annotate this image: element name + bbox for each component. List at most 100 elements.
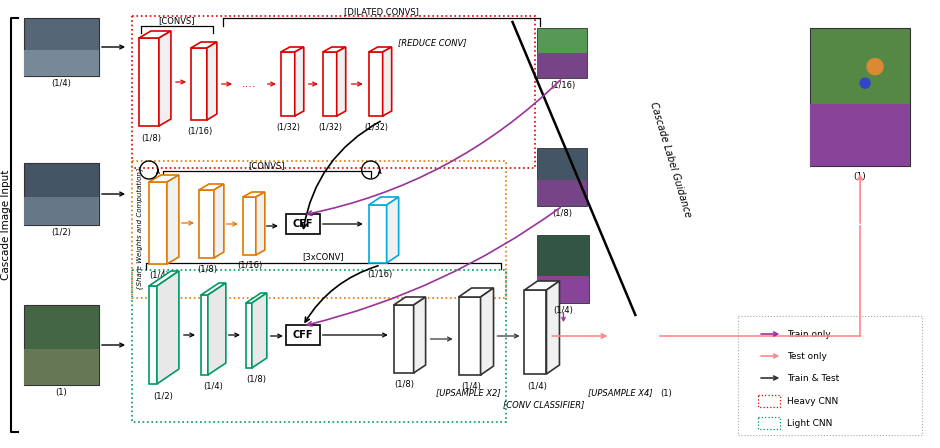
Polygon shape <box>207 42 217 120</box>
Polygon shape <box>167 175 179 264</box>
Text: [UPSAMPLE X2]: [UPSAMPLE X2] <box>436 388 501 397</box>
Text: (1/8): (1/8) <box>141 134 161 143</box>
FancyBboxPatch shape <box>24 349 99 385</box>
FancyBboxPatch shape <box>538 276 589 303</box>
Polygon shape <box>525 281 559 290</box>
FancyBboxPatch shape <box>286 214 320 234</box>
Polygon shape <box>368 47 392 52</box>
FancyBboxPatch shape <box>810 28 910 166</box>
Text: Light CNN: Light CNN <box>787 418 833 427</box>
Circle shape <box>867 59 883 75</box>
Text: (1/8): (1/8) <box>395 380 415 389</box>
Polygon shape <box>281 47 304 52</box>
FancyBboxPatch shape <box>24 50 99 76</box>
Polygon shape <box>459 297 480 375</box>
Polygon shape <box>201 283 226 295</box>
Polygon shape <box>243 197 256 255</box>
Text: (1/8): (1/8) <box>246 375 266 384</box>
Text: {Share Weights and Computation}: {Share Weights and Computation} <box>136 166 143 290</box>
Text: (1): (1) <box>854 172 867 181</box>
Text: (1/4): (1/4) <box>203 382 223 391</box>
Polygon shape <box>459 288 494 297</box>
Polygon shape <box>368 205 386 263</box>
Text: Heavy CNN: Heavy CNN <box>787 396 838 405</box>
FancyBboxPatch shape <box>538 148 588 206</box>
Text: (1/8): (1/8) <box>553 208 572 217</box>
Text: Train & Test: Train & Test <box>787 374 839 383</box>
Circle shape <box>860 78 870 88</box>
Text: (1/2): (1/2) <box>52 228 71 237</box>
FancyBboxPatch shape <box>24 18 99 76</box>
Text: (1/16): (1/16) <box>550 81 575 90</box>
Text: (1): (1) <box>660 388 672 397</box>
Polygon shape <box>149 182 167 264</box>
FancyBboxPatch shape <box>286 325 320 345</box>
Text: Train only: Train only <box>787 329 831 339</box>
Polygon shape <box>157 271 179 384</box>
Polygon shape <box>394 305 414 373</box>
Text: Cascade Image Input: Cascade Image Input <box>1 170 11 280</box>
Polygon shape <box>281 52 295 116</box>
Polygon shape <box>246 303 252 368</box>
FancyBboxPatch shape <box>738 316 922 435</box>
Text: [CONVS]: [CONVS] <box>248 161 285 171</box>
Text: (1/32): (1/32) <box>276 123 301 132</box>
Text: (1/32): (1/32) <box>365 123 388 132</box>
Polygon shape <box>368 197 399 205</box>
Polygon shape <box>322 52 337 116</box>
FancyBboxPatch shape <box>24 163 99 225</box>
Text: CFF: CFF <box>292 219 313 229</box>
Polygon shape <box>201 295 208 375</box>
Text: CFF: CFF <box>292 330 313 340</box>
Polygon shape <box>525 290 546 374</box>
Text: [REDUCE CONV]: [REDUCE CONV] <box>399 39 467 47</box>
Polygon shape <box>208 283 226 375</box>
Text: Test only: Test only <box>787 352 827 361</box>
Text: (1/4): (1/4) <box>462 382 481 391</box>
FancyBboxPatch shape <box>538 53 588 78</box>
Polygon shape <box>414 297 426 373</box>
Text: [DILATED CONVS]: [DILATED CONVS] <box>344 8 419 17</box>
Text: (1/4): (1/4) <box>554 306 573 314</box>
Polygon shape <box>322 47 346 52</box>
Polygon shape <box>139 31 171 38</box>
Text: (1/8): (1/8) <box>196 265 217 274</box>
Text: (1/4): (1/4) <box>52 78 71 87</box>
FancyBboxPatch shape <box>24 305 99 385</box>
FancyBboxPatch shape <box>538 180 588 206</box>
Text: (1/4): (1/4) <box>527 382 547 391</box>
FancyBboxPatch shape <box>538 28 588 78</box>
Text: [UPSAMPLE X4]: [UPSAMPLE X4] <box>588 388 652 397</box>
Polygon shape <box>480 288 494 375</box>
Polygon shape <box>159 31 171 126</box>
Polygon shape <box>394 297 426 305</box>
Polygon shape <box>191 48 207 120</box>
Polygon shape <box>199 184 224 190</box>
Text: [CONVS]: [CONVS] <box>159 17 196 26</box>
Polygon shape <box>386 197 399 263</box>
Text: [CONV CLASSIFIER]: [CONV CLASSIFIER] <box>503 401 584 409</box>
FancyBboxPatch shape <box>24 197 99 225</box>
Text: [3xCONV]: [3xCONV] <box>302 253 343 262</box>
Polygon shape <box>368 52 383 116</box>
Polygon shape <box>214 184 224 258</box>
Polygon shape <box>383 47 392 116</box>
Text: (1/16): (1/16) <box>367 270 392 279</box>
Text: Cascade Label Guidance: Cascade Label Guidance <box>649 101 693 219</box>
Text: (1/16): (1/16) <box>237 261 262 270</box>
Text: (1): (1) <box>55 388 68 396</box>
Polygon shape <box>246 293 267 303</box>
Polygon shape <box>243 192 265 197</box>
Polygon shape <box>252 293 267 368</box>
Text: (1/4): (1/4) <box>149 271 169 280</box>
Polygon shape <box>546 281 559 374</box>
Text: (1/32): (1/32) <box>319 123 343 132</box>
FancyBboxPatch shape <box>538 235 589 303</box>
Polygon shape <box>149 286 157 384</box>
Polygon shape <box>337 47 346 116</box>
Polygon shape <box>149 175 179 182</box>
Polygon shape <box>149 271 179 286</box>
Text: (1/16): (1/16) <box>187 127 212 136</box>
FancyBboxPatch shape <box>810 104 910 166</box>
Polygon shape <box>256 192 265 255</box>
